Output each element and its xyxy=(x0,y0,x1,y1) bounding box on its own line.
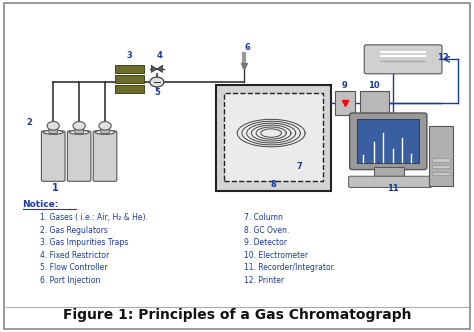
Text: 9: 9 xyxy=(342,81,348,90)
FancyBboxPatch shape xyxy=(49,126,57,133)
Text: 3: 3 xyxy=(127,51,132,60)
Ellipse shape xyxy=(69,130,89,134)
Text: 2. Gas Regulators: 2. Gas Regulators xyxy=(40,226,108,235)
FancyBboxPatch shape xyxy=(93,131,117,181)
FancyBboxPatch shape xyxy=(432,172,449,175)
Text: 4: 4 xyxy=(156,51,162,60)
FancyBboxPatch shape xyxy=(359,91,389,115)
FancyBboxPatch shape xyxy=(350,113,427,170)
FancyBboxPatch shape xyxy=(364,45,442,74)
Text: 10: 10 xyxy=(368,81,380,90)
FancyBboxPatch shape xyxy=(116,65,144,73)
FancyBboxPatch shape xyxy=(75,126,83,133)
FancyBboxPatch shape xyxy=(116,85,144,93)
Circle shape xyxy=(47,122,59,130)
FancyBboxPatch shape xyxy=(116,75,144,83)
Circle shape xyxy=(73,122,85,130)
FancyBboxPatch shape xyxy=(429,125,453,186)
FancyBboxPatch shape xyxy=(357,119,419,163)
Text: 12: 12 xyxy=(437,53,449,62)
Text: 11. Recorder/Integrator.: 11. Recorder/Integrator. xyxy=(244,263,336,272)
Text: 9. Detector: 9. Detector xyxy=(244,238,287,247)
FancyBboxPatch shape xyxy=(432,158,449,162)
FancyBboxPatch shape xyxy=(4,3,470,329)
FancyBboxPatch shape xyxy=(349,176,432,187)
Text: 2: 2 xyxy=(27,118,33,127)
Polygon shape xyxy=(151,65,157,72)
FancyBboxPatch shape xyxy=(101,126,109,133)
Text: 4. Fixed Restrictor: 4. Fixed Restrictor xyxy=(40,251,109,260)
Text: 7. Column: 7. Column xyxy=(244,213,283,222)
Ellipse shape xyxy=(43,130,63,134)
Circle shape xyxy=(150,77,164,87)
Ellipse shape xyxy=(95,130,115,134)
Polygon shape xyxy=(157,65,163,72)
FancyBboxPatch shape xyxy=(216,85,331,191)
Text: 6. Port Injection: 6. Port Injection xyxy=(40,276,100,285)
Text: 12. Printer: 12. Printer xyxy=(244,276,284,285)
FancyBboxPatch shape xyxy=(432,165,449,168)
Circle shape xyxy=(99,122,111,130)
FancyBboxPatch shape xyxy=(224,93,323,182)
FancyBboxPatch shape xyxy=(335,91,355,115)
Text: 1. Gases ( i.e.: Air, H₂ & He).: 1. Gases ( i.e.: Air, H₂ & He). xyxy=(40,213,148,222)
Text: 10. Electrometer: 10. Electrometer xyxy=(244,251,308,260)
Text: 5. Flow Controller: 5. Flow Controller xyxy=(40,263,108,272)
FancyBboxPatch shape xyxy=(67,131,91,181)
Text: 8: 8 xyxy=(271,180,276,189)
Text: 3. Gas Impurities Traps: 3. Gas Impurities Traps xyxy=(40,238,128,247)
Text: Figure 1: Principles of a Gas Chromatograph: Figure 1: Principles of a Gas Chromatogr… xyxy=(63,308,411,322)
Text: 8. GC Oven.: 8. GC Oven. xyxy=(244,226,289,235)
FancyBboxPatch shape xyxy=(374,167,404,176)
FancyBboxPatch shape xyxy=(41,131,65,181)
Text: Notice:: Notice: xyxy=(23,200,59,209)
Text: 11: 11 xyxy=(387,184,398,193)
Text: 5: 5 xyxy=(154,88,160,97)
Text: 1: 1 xyxy=(52,183,59,193)
Text: 7: 7 xyxy=(297,162,302,171)
Text: 6: 6 xyxy=(245,43,250,52)
